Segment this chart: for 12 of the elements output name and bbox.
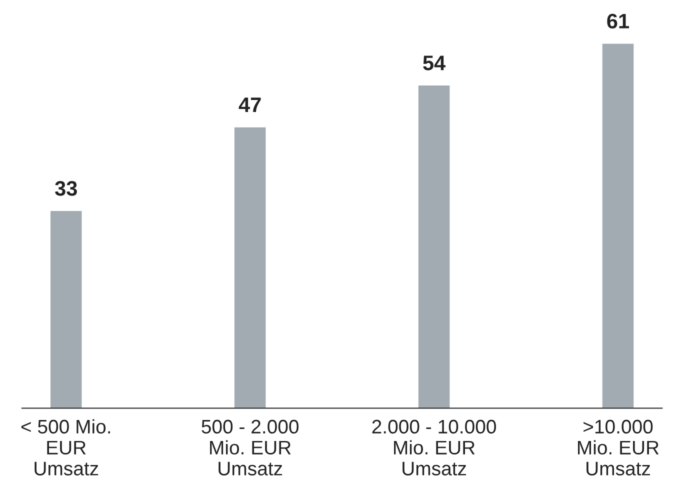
bar bbox=[234, 127, 266, 408]
bar bbox=[602, 44, 634, 408]
x-tick-label: < 500 Mio. EUR Umsatz bbox=[21, 419, 110, 476]
x-tick-label: 2.000 - 10.000 Mio. EUR Umsatz bbox=[372, 420, 496, 476]
bar bbox=[50, 211, 82, 408]
data-label: 33 bbox=[55, 181, 77, 196]
x-tick-label: >10.000 Mio. EUR Umsatz bbox=[578, 420, 659, 476]
x-tick-label: 500 - 2.000 Mio. EUR Umsatz bbox=[202, 420, 299, 476]
data-label: 54 bbox=[423, 56, 446, 70]
bar bbox=[418, 86, 450, 408]
data-label: 47 bbox=[238, 98, 261, 112]
data-label: 61 bbox=[607, 14, 629, 29]
